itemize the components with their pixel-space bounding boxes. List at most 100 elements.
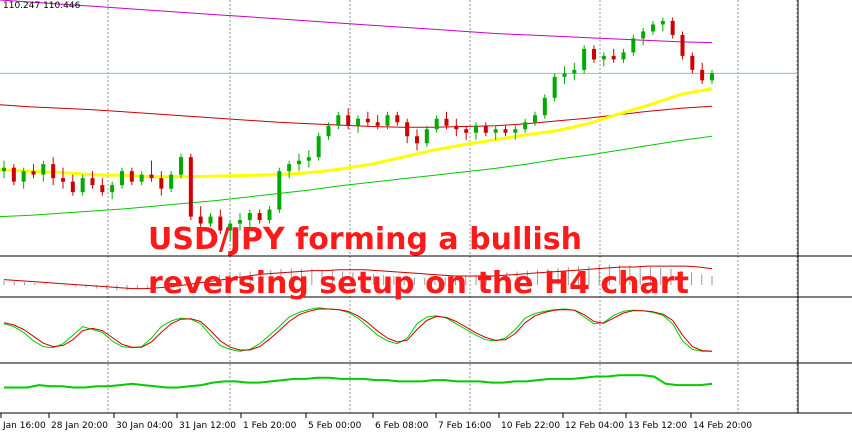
candle-body — [601, 55, 606, 60]
candle-body — [572, 69, 577, 74]
x-tick-label: 6 Feb 08:00 — [375, 421, 429, 431]
candle-body — [434, 118, 439, 130]
candle-body — [297, 160, 301, 165]
candle-body — [405, 122, 410, 137]
candle-body — [287, 164, 292, 172]
headline-line-1: USD/JPY forming a bullish — [148, 222, 583, 257]
candle-body — [336, 115, 341, 126]
ma-red-line — [0, 104, 713, 128]
candle-body — [464, 129, 469, 133]
candle-body — [306, 157, 311, 161]
candle-body — [424, 129, 429, 144]
x-tick-label: 14 Feb 20:00 — [693, 421, 752, 431]
moving-averages — [0, 0, 713, 218]
candle-body — [365, 118, 370, 123]
candle-body — [41, 164, 46, 175]
candle-body — [690, 55, 695, 70]
ma-magenta-line — [0, 0, 713, 44]
x-tick-label: 28 Jan 20:00 — [51, 421, 108, 431]
candle-body — [700, 69, 705, 81]
candle-body — [493, 129, 498, 133]
candle-body — [346, 115, 351, 126]
candle-body — [523, 122, 528, 130]
candle-body — [552, 76, 557, 98]
x-tick-label: 12 Feb 04:00 — [565, 421, 624, 431]
x-axis: Jan 16:00 28 Jan 20:00 30 Jan 04:00 31 Jan … — [0, 413, 752, 431]
candle-body — [21, 171, 26, 182]
stochastic-panel — [3, 307, 713, 352]
x-tick-label: 7 Feb 16:00 — [438, 421, 492, 431]
candle-body — [670, 20, 675, 35]
candle-body — [415, 136, 419, 144]
candle-body — [51, 164, 56, 179]
candle-body — [188, 157, 193, 217]
candle-body — [513, 129, 518, 133]
candle-body — [582, 48, 587, 70]
candle-body — [70, 181, 75, 193]
candle-body — [80, 178, 85, 193]
candle-body — [680, 34, 685, 56]
headline-line-2: reversing setup on the H4 chart — [148, 266, 689, 301]
candle-body — [533, 115, 537, 123]
candle-body — [31, 171, 36, 175]
candle-body — [621, 52, 626, 60]
ma-yellow-line — [0, 87, 713, 179]
candle-body — [326, 125, 331, 137]
candle-body — [562, 73, 567, 77]
indicator-panel — [4, 374, 713, 389]
candle-body — [444, 118, 449, 126]
candle-body — [385, 115, 390, 126]
candle-body — [356, 118, 360, 126]
candle-body — [159, 178, 164, 189]
vertical-gridlines — [107, 0, 798, 413]
x-tick-label: 30 Jan 04:00 — [116, 421, 173, 431]
x-tick-label: 5 Feb 00:00 — [308, 421, 362, 431]
indicator-line — [4, 374, 713, 389]
candle-body — [208, 216, 213, 224]
ma-green-line — [0, 135, 713, 218]
x-tick-label: Jan 16:00 — [2, 421, 46, 431]
candle-body — [395, 115, 400, 123]
stochastic-signal-line — [3, 308, 713, 352]
x-tick-label: 13 Feb 12:00 — [628, 421, 687, 431]
candle-body — [375, 122, 380, 126]
x-tick-label: 10 Feb 22:00 — [501, 421, 560, 431]
price-candles — [2, 17, 714, 242]
candle-body — [483, 125, 488, 133]
candle-body — [660, 20, 665, 25]
candle-body — [129, 171, 134, 182]
candle-body — [110, 185, 115, 193]
candle-body — [61, 178, 65, 182]
candle-body — [90, 178, 95, 186]
candle-body — [277, 171, 282, 210]
price-info-header: 110.247 110.446 — [3, 1, 81, 11]
candle-body — [120, 171, 124, 186]
x-tick-label: 1 Feb 20:00 — [243, 421, 297, 431]
candle-body — [149, 174, 154, 179]
candle-body — [592, 48, 596, 60]
candle-body — [267, 209, 272, 221]
stochastic-main-line — [3, 307, 712, 352]
candle-body — [542, 97, 547, 116]
macd-signal-line — [3, 265, 713, 290]
candle-body — [228, 223, 233, 231]
candle-body — [11, 167, 16, 182]
candle-body — [651, 24, 655, 32]
candle-body — [238, 220, 242, 224]
candle-body — [257, 213, 262, 221]
candle-body — [611, 55, 616, 60]
candle-body — [631, 38, 636, 53]
x-tick-label: 31 Jan 12:00 — [179, 421, 236, 431]
panel-borders — [0, 0, 852, 414]
candle-body — [474, 125, 478, 133]
candle-body — [247, 213, 252, 221]
candle-body — [454, 125, 459, 130]
candle-body — [641, 31, 646, 39]
candle-body — [2, 167, 6, 172]
candle-body — [198, 216, 203, 224]
candle-body — [218, 216, 223, 231]
candle-body — [169, 174, 174, 189]
macd-panel — [3, 265, 713, 291]
